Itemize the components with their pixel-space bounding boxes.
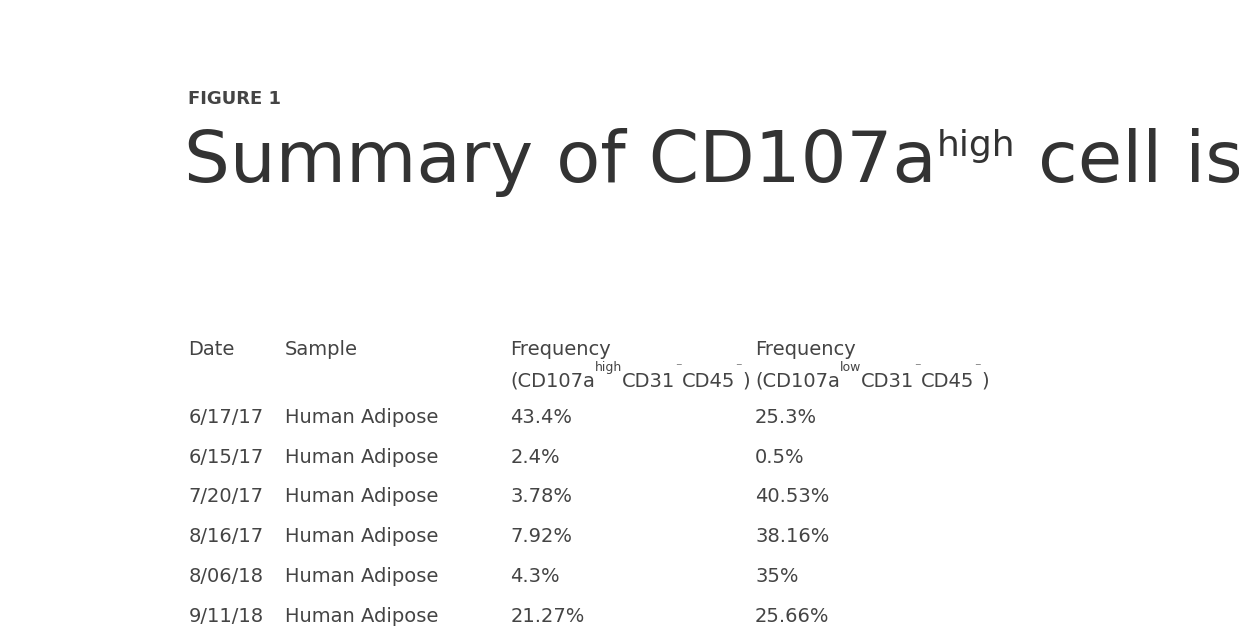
Text: 35%: 35% (755, 567, 798, 586)
Text: ⁻: ⁻ (975, 361, 981, 374)
Text: 38.16%: 38.16% (755, 527, 829, 546)
Text: Frequency: Frequency (510, 340, 611, 359)
Text: (CD107a: (CD107a (510, 372, 595, 391)
Text: Human Adipose: Human Adipose (285, 567, 437, 586)
Text: Human Adipose: Human Adipose (285, 527, 437, 546)
Text: 9/11/18: 9/11/18 (188, 607, 264, 626)
Text: low: low (840, 361, 861, 374)
Text: (CD107a: (CD107a (755, 372, 840, 391)
Text: 25.66%: 25.66% (755, 607, 830, 626)
Text: Human Adipose: Human Adipose (285, 448, 437, 467)
Text: 6/15/17: 6/15/17 (188, 448, 264, 467)
Text: 8/06/18: 8/06/18 (188, 567, 264, 586)
Text: 7/20/17: 7/20/17 (188, 488, 264, 507)
Text: 2.4%: 2.4% (510, 448, 560, 467)
Text: ⁻: ⁻ (736, 361, 742, 374)
Text: 3.78%: 3.78% (510, 488, 572, 507)
Text: ⁻: ⁻ (914, 361, 921, 374)
Text: ⁻: ⁻ (675, 361, 683, 374)
Text: 25.3%: 25.3% (755, 408, 818, 427)
Text: high: high (595, 361, 622, 374)
Text: 8/16/17: 8/16/17 (188, 527, 264, 546)
Text: 6/17/17: 6/17/17 (188, 408, 264, 427)
Text: CD45: CD45 (921, 372, 975, 391)
Text: 43.4%: 43.4% (510, 408, 572, 427)
Text: ): ) (981, 372, 989, 391)
Text: CD31: CD31 (622, 372, 675, 391)
Text: Human Adipose: Human Adipose (285, 408, 437, 427)
Text: cell isolation: cell isolation (1015, 129, 1239, 197)
Text: Sample: Sample (285, 340, 358, 359)
Text: high: high (937, 129, 1015, 163)
Text: CD45: CD45 (683, 372, 736, 391)
Text: 0.5%: 0.5% (755, 448, 804, 467)
Text: 7.92%: 7.92% (510, 527, 572, 546)
Text: Human Adipose: Human Adipose (285, 488, 437, 507)
Text: Date: Date (188, 340, 235, 359)
Text: 21.27%: 21.27% (510, 607, 585, 626)
Text: Summary of CD107a: Summary of CD107a (183, 129, 937, 197)
Text: Frequency: Frequency (755, 340, 856, 359)
Text: 4.3%: 4.3% (510, 567, 560, 586)
Text: ): ) (742, 372, 750, 391)
Text: Human Adipose: Human Adipose (285, 607, 437, 626)
Text: CD31: CD31 (861, 372, 914, 391)
Text: FIGURE 1: FIGURE 1 (188, 90, 281, 108)
Text: 40.53%: 40.53% (755, 488, 829, 507)
